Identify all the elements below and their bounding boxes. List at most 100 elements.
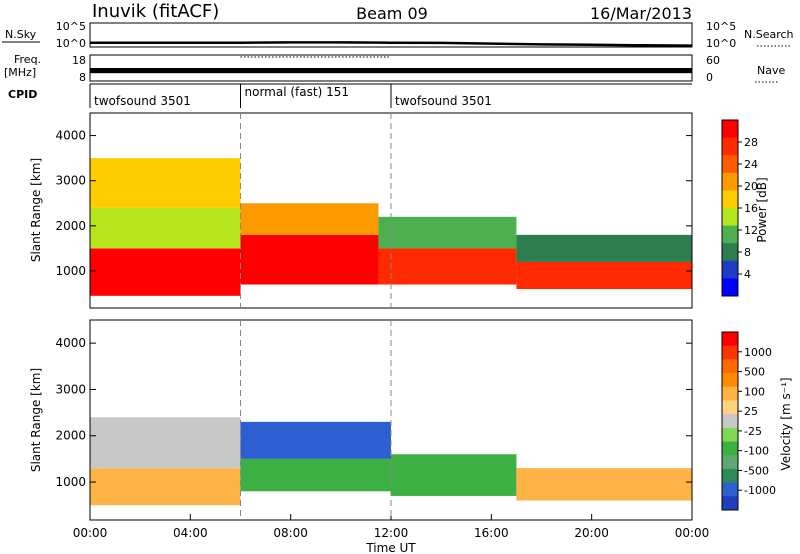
power-cell [90,248,241,296]
colorbar-swatch [722,172,738,191]
freq-right-tick-low: 0 [706,71,713,84]
xlabel: Time UT [365,541,416,554]
velocity-colorbar-title: Velocity [m s⁻¹] [779,377,793,470]
noise-right-tick-high: 10^5 [706,20,736,33]
colorbar-swatch [722,496,738,511]
colorbar-swatch [722,455,738,470]
power-y-axis: 1000 2000 3000 4000 [55,129,692,278]
power-cell [90,207,241,249]
x-tick-label: 12:00 [374,526,409,540]
y-tick-label: 2000 [55,429,86,443]
y-tick-label: 4000 [55,129,86,143]
power-ylabel: Slant Range [km] [29,158,43,262]
colorbar-tick-label: -500 [744,464,769,477]
beam-title: Beam 09 [356,4,428,23]
x-tick-label: 20:00 [574,526,609,540]
velocity-y-axis: 1000 2000 3000 4000 [55,336,692,489]
noise-left-tick-low: 10^0 [56,37,86,50]
colorbar-swatch [722,243,738,262]
colorbar-tick-label: 28 [744,136,758,149]
x-tick-label: 08:00 [273,526,308,540]
velocity-heatmap [90,417,692,506]
colorbar-swatch [722,386,738,401]
colorbar-swatch [722,225,738,244]
colorbar-tick-label: 25 [744,405,758,418]
colorbar-tick-label: 12 [744,224,758,237]
noise-sky-line [90,41,693,47]
colorbar-swatch [722,373,738,388]
power-cell [516,261,692,290]
colorbar-swatch [722,190,738,209]
colorbar-tick-label: 20 [744,180,758,193]
noise-series [90,41,693,47]
power-cell [240,234,379,285]
colorbar-swatch [722,332,738,347]
colorbar-swatch [722,468,738,484]
power-cell [516,234,692,262]
colorbar-tick-label: 1000 [744,346,772,359]
colorbar-swatch [722,441,738,456]
colorbar-swatch [722,482,738,497]
y-tick-label: 3000 [55,382,86,396]
colorbar-swatch [722,278,738,297]
velocity-cell [240,421,391,459]
velocity-cell [90,468,241,506]
velocity-cell [240,458,391,492]
time-x-axis: 00:00 04:00 08:00 12:00 16:00 20:00 00:00 [73,113,710,540]
colorbar-tick-label: -1000 [744,484,776,497]
y-tick-label: 1000 [55,475,86,489]
noise-left-label: N.Sky [5,28,37,41]
y-tick-label: 4000 [55,336,86,350]
colorbar-swatch [722,400,738,415]
y-tick-label: 3000 [55,174,86,188]
colorbar-tick-label: 500 [744,366,765,379]
noise-right-tick-low: 10^0 [706,37,736,50]
y-tick-label: 1000 [55,264,86,278]
station-title: Inuvik (fitACF) [92,1,219,22]
colorbar-tick-label: 100 [744,385,765,398]
colorbar-swatch [722,137,738,156]
power-colorbar: 28 24 20 16 12 8 4 [721,119,758,297]
colorbar-swatch [722,414,738,429]
cpid-segments: twofsound 3501 normal (fast) 151 twofsound… [89,84,492,108]
noise-panel-frame [89,22,693,48]
freq-right-tick-high: 60 [706,54,720,67]
colorbar-tick-label: -100 [744,445,769,458]
colorbar-swatch [722,120,738,139]
y-tick-label: 2000 [55,219,86,233]
x-tick-label: 00:00 [675,526,710,540]
colorbar-swatch [722,155,738,174]
power-heatmap [90,158,692,296]
velocity-cell [391,454,517,496]
cpid-segment-label: twofsound 3501 [94,94,191,108]
freq-left-tick-high: 18 [72,54,86,67]
colorbar-tick-label: -25 [744,425,762,438]
noise-right-label: N.Search [744,28,794,41]
velocity-cell [90,417,241,469]
x-tick-label: 04:00 [173,526,208,540]
colorbar-swatch [722,345,738,360]
cpid-segment-label: normal (fast) 151 [245,85,349,99]
power-cell [378,248,517,285]
colorbar-swatch [722,427,738,443]
cpid-segment-label: twofsound 3501 [395,94,492,108]
velocity-cell [516,468,692,501]
x-tick-label: 16:00 [474,526,509,540]
colorbar-swatch [722,359,738,374]
noise-left-tick-high: 10^5 [56,20,86,33]
freq-left-tick-low: 8 [79,71,86,84]
velocity-ylabel: Slant Range [km] [29,368,43,472]
colorbar-tick-label: 24 [744,158,758,171]
cpid-label: CPID [8,88,37,101]
freq-left-label: Freq. [14,53,41,66]
colorbar-tick-label: 4 [744,268,751,281]
freq-band [90,68,692,74]
date-title: 16/Mar/2013 [590,4,692,23]
power-cell [90,158,241,208]
colorbar-frame [721,331,739,511]
freq-right-label: Nave [757,64,785,77]
velocity-colorbar: 1000 500 100 25 -25 -100 -500 -1000 [721,331,776,511]
colorbar-tick-label: 16 [744,202,758,215]
power-cell [240,203,379,235]
